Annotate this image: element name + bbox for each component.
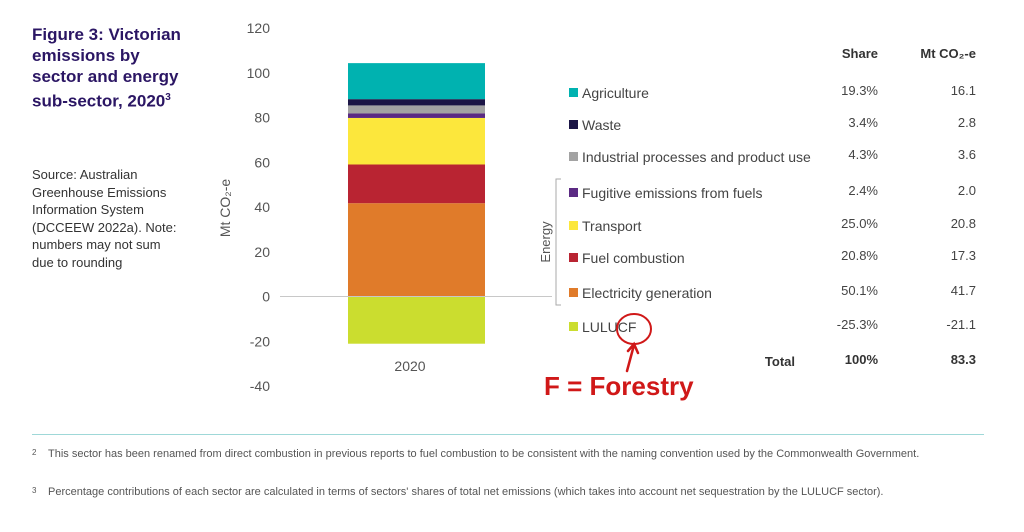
legend-swatch-waste [569,120,578,129]
bar-segment-agriculture [348,63,485,100]
legend-label-fuel-combustion: Fuel combustion [582,250,685,266]
stacked-bars [348,63,485,344]
footnote-3: 3 Percentage contributions of each secto… [32,486,982,500]
mt-value-transport: 20.8 [951,216,976,231]
footnote-text: This sector has been renamed from direct… [48,448,920,460]
share-value-agriculture: 19.3% [841,83,878,98]
y-tick-label: 80 [254,110,270,126]
mt-value-agriculture: 16.1 [951,83,976,98]
figure-title: Figure 3: Victorian emissions by sector … [32,24,182,112]
legend-swatch-industrial-processes-and-product-use [569,152,578,161]
legend-label-waste: Waste [582,117,621,133]
legend-label-fugitive-emissions-from-fuels: Fugitive emissions from fuels [582,185,763,201]
share-value-fugitive-emissions-from-fuels: 2.4% [848,183,878,198]
figure-title-text: Figure 3: Victorian emissions by sector … [32,25,181,111]
share-value-transport: 25.0% [841,216,878,231]
y-tick-label: 40 [254,199,270,215]
y-tick-label: 120 [247,20,271,36]
mt-value-industrial-processes-and-product-use: 3.6 [958,147,976,162]
figure-title-superscript: 3 [165,92,171,103]
legend-swatch-fuel-combustion [569,253,578,262]
share-value-lulucf: -25.3% [837,317,879,332]
legend-label-lulucf: LULUCF [582,319,636,335]
footnote-text: Percentage contributions of each sector … [48,486,884,498]
bar-segment-lulucf [348,296,485,344]
annotation-arrow [625,341,640,373]
mt-column-header: Mt CO₂-e [920,46,976,61]
energy-group-bracket [555,178,561,306]
y-tick-label: 20 [254,244,270,260]
y-tick-label: -20 [250,333,270,349]
legend-swatch-fugitive-emissions-from-fuels [569,188,578,197]
legend-swatch-electricity-generation [569,288,578,297]
footnote-divider [32,434,984,435]
share-value-industrial-processes-and-product-use: 4.3% [848,147,878,162]
category-label-2020: 2020 [394,358,425,374]
emissions-chart: 120 100 80 60 40 20 0 -20 -40 Mt CO₂-e 2020 Shar… [217,20,976,401]
mt-value-lulucf: -21.1 [946,317,976,332]
legend-label-industrial-processes-and-product-use: Industrial processes and product use [582,149,811,165]
bar-segment-electricity-generation [348,203,485,297]
y-axis: 120 100 80 60 40 20 0 -20 -40 [247,20,271,394]
legend-label-agriculture: Agriculture [582,85,649,101]
bar-segment-transport [348,117,485,165]
footnote-number: 2 [32,448,37,457]
energy-group-label: Energy [538,221,553,263]
y-axis-label: Mt CO₂-e [217,179,233,238]
y-tick-label: -40 [250,378,270,394]
legend-swatch-lulucf [569,322,578,331]
legend-label-electricity-generation: Electricity generation [582,285,712,301]
mt-value-fugitive-emissions-from-fuels: 2.0 [958,183,976,198]
mt-value-fuel-combustion: 17.3 [951,248,976,263]
bar-segment-industrial-processes-and-product-use [348,105,485,114]
y-tick-label: 60 [254,154,270,170]
bar-segment-fuel-combustion [348,164,485,204]
share-column-header: Share [842,46,878,61]
share-value-fuel-combustion: 20.8% [841,248,878,263]
footnote-number: 3 [32,486,37,495]
figure-source-note: Source: Australian Greenhouse Emissions … [32,167,177,270]
legend-table: Agriculture 19.3% 16.1 Waste 3.4% 2.8 Industri… [569,83,976,335]
legend-swatch-agriculture [569,88,578,97]
y-tick-label: 100 [247,65,271,81]
legend-swatch-transport [569,221,578,230]
share-value-waste: 3.4% [848,115,878,130]
legend-label-transport: Transport [582,218,642,234]
total-label: Total [765,354,795,369]
total-share: 100% [845,352,879,367]
mt-value-waste: 2.8 [958,115,976,130]
bar-segment-waste [348,99,485,106]
mt-value-electricity-generation: 41.7 [951,283,976,298]
share-value-electricity-generation: 50.1% [841,283,878,298]
bar-segment-fugitive-emissions-from-fuels [348,113,485,118]
annotation-text: F = Forestry [544,371,694,401]
footnote-2: 2 This sector has been renamed from dire… [32,448,982,462]
y-tick-label: 0 [262,289,270,305]
total-mt: 83.3 [951,352,976,367]
